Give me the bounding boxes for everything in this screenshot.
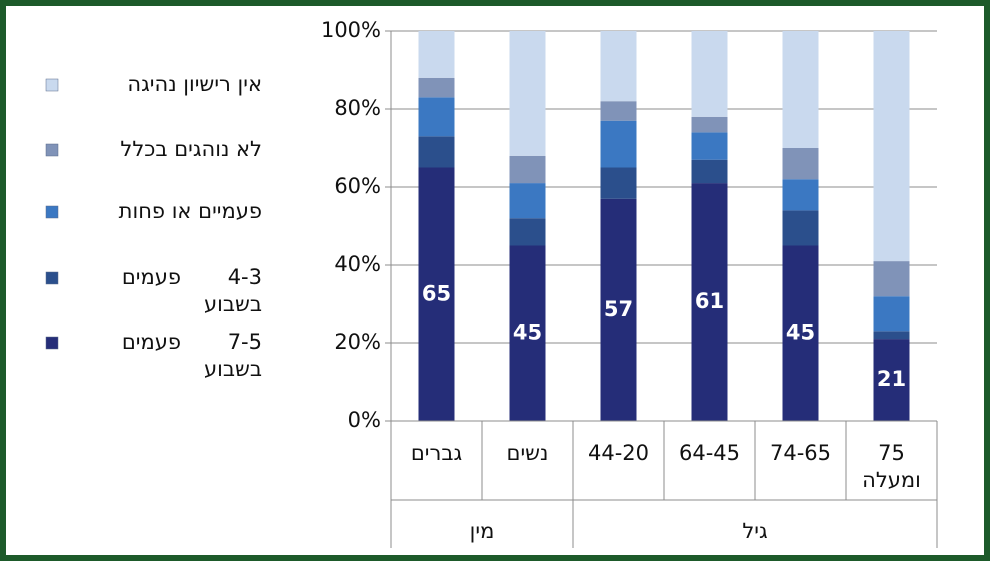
- bar-segment: [600, 120, 637, 168]
- legend-swatch: [45, 143, 59, 157]
- group-label: מין: [469, 519, 495, 543]
- bar-segment: [782, 148, 819, 180]
- bar-segment: [418, 77, 455, 98]
- legend-label: פעמיים או פחות: [118, 199, 262, 223]
- bar-segment: [509, 218, 546, 246]
- y-tick-label: 100%: [320, 18, 381, 42]
- y-tick-label: 20%: [334, 330, 381, 354]
- bar-segment: [873, 261, 910, 297]
- bar-segment: [600, 101, 637, 121]
- bar-segment: [509, 155, 546, 184]
- legend-label: 4-3 פעמים בשבוע: [121, 265, 262, 316]
- x-tick-label: 64-45: [678, 441, 741, 465]
- x-tick-label: 44-20: [587, 441, 650, 465]
- y-tick-label: 60%: [334, 174, 381, 198]
- bar-segment: [782, 210, 819, 246]
- y-tick-label: 0%: [347, 408, 381, 432]
- bar-segment: [873, 296, 910, 332]
- bar-segment: [691, 132, 728, 160]
- group-label: גיל: [742, 519, 768, 543]
- legend-label: 7-5 פעמים בשבוע: [121, 330, 262, 381]
- x-tick-label: 74-65: [769, 441, 832, 465]
- legend-swatch: [45, 205, 59, 219]
- bar-segment: [691, 116, 728, 133]
- bar-segment: [418, 136, 455, 168]
- bar-segment: [418, 97, 455, 137]
- data-label: 57: [604, 297, 633, 321]
- bar-segment: [691, 183, 728, 421]
- legend-label: לא נוהגים בכלל: [120, 137, 262, 161]
- y-tick-label: 80%: [334, 96, 381, 120]
- legend-swatch: [45, 78, 59, 92]
- bar-segment: [509, 245, 546, 421]
- x-tick-label: נשים: [506, 441, 549, 465]
- data-label: 65: [422, 281, 451, 305]
- bar-segment: [509, 183, 546, 219]
- bar-segment: [873, 31, 910, 262]
- x-tick-label: גברים: [410, 441, 463, 465]
- bar-segment: [691, 159, 728, 184]
- data-label: 45: [786, 320, 815, 344]
- bar-segment: [418, 31, 455, 78]
- legend-swatch: [45, 271, 59, 285]
- data-label: 61: [695, 289, 724, 313]
- bar-segment: [782, 31, 819, 148]
- x-tick-label: 75 ומעלה: [862, 441, 921, 492]
- y-tick-label: 40%: [334, 252, 381, 276]
- bar-segment: [600, 31, 637, 102]
- bar-segment: [691, 31, 728, 117]
- bar-segment: [600, 198, 637, 421]
- data-label: 21: [877, 367, 906, 391]
- bar-segment: [782, 179, 819, 211]
- bar-segment: [873, 331, 910, 340]
- data-label: 45: [513, 320, 542, 344]
- legend-swatch: [45, 336, 59, 350]
- bar-segment: [782, 245, 819, 421]
- legend-label: אין רישיון נהיגה: [127, 72, 262, 96]
- bar-segment: [418, 167, 455, 421]
- bar-segment: [873, 339, 910, 421]
- bar-segment: [509, 31, 546, 156]
- bar-segment: [600, 167, 637, 199]
